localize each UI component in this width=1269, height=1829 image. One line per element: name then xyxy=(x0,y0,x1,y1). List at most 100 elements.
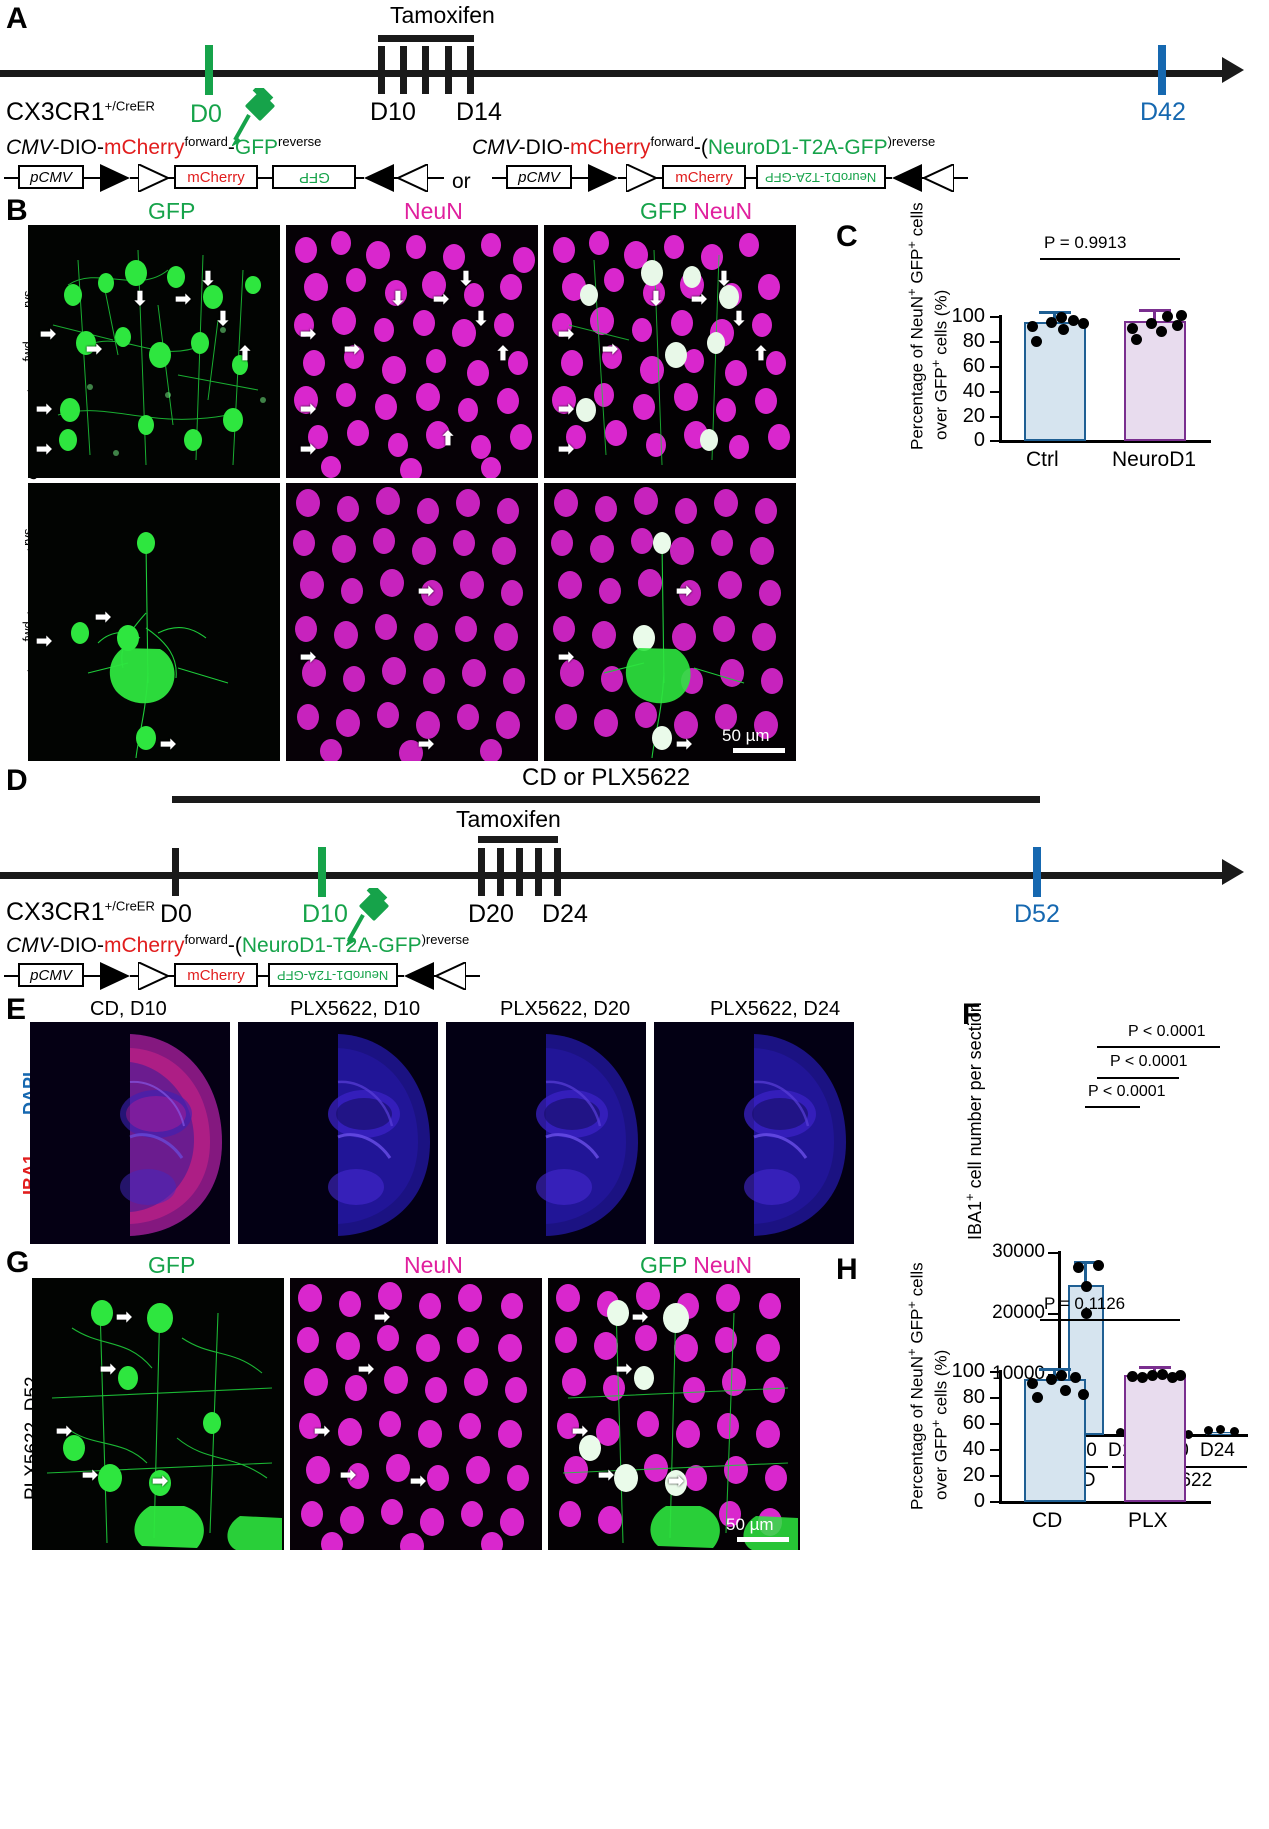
panelf-y-axis xyxy=(1058,1251,1061,1437)
panele-image-cd-d10 xyxy=(30,1022,230,1244)
loxp-open-1-d xyxy=(138,962,168,990)
label-d20-d: D20 xyxy=(468,900,514,928)
panelf-datapoint xyxy=(1081,1308,1092,1319)
panelh-ticklabel-100: 100 xyxy=(951,1360,985,1382)
panelc-ticklabel-80: 80 xyxy=(962,330,985,352)
panelb-header-neun: NeuN xyxy=(404,198,463,224)
panelf-ticklabel-30000: 30000 xyxy=(992,1241,1045,1262)
label-d42-a: D42 xyxy=(1140,98,1186,126)
panelc-datapoint xyxy=(1078,318,1089,329)
arrow-marker: ➡ xyxy=(100,1359,116,1380)
panelh-sig-line xyxy=(1040,1319,1180,1321)
loxp-solid-2-right xyxy=(892,164,922,192)
panelc-datapoint xyxy=(1172,320,1183,331)
panelh-datapoint xyxy=(1157,1369,1168,1380)
treatment-label-d: CD or PLX5622 xyxy=(522,764,691,791)
syringe-icon-a xyxy=(232,88,275,146)
loxp-open-2-right xyxy=(924,164,954,192)
tick-d42-a xyxy=(1158,45,1166,95)
panelc-ylabel-line1: Percentage of NeuN+ GFP+ cells xyxy=(904,202,927,450)
arrow-marker: ➡ xyxy=(82,1465,98,1486)
arrow-marker: ⬇ xyxy=(716,269,732,290)
panelf-err-cd-d10 xyxy=(1084,1262,1087,1286)
arrow-marker: ➡ xyxy=(340,1465,356,1486)
panele-header-3: PLX5622, D24 xyxy=(710,998,841,1020)
construct-title-d: CMV-DIO-mCherryforward-(NeuroD1-T2A-GFP)… xyxy=(6,932,470,957)
mouse-line-a: CX3CR1+/CreER xyxy=(6,98,155,126)
construct-nd1-box-right: NeuroD1-T2A-GFP xyxy=(756,165,886,189)
panelf-ticklabel-20000: 20000 xyxy=(992,1302,1045,1323)
arrow-marker: ➡ xyxy=(418,734,434,755)
panelh-datapoint xyxy=(1078,1389,1089,1400)
panelg-header-neun: NeuN xyxy=(404,1252,463,1278)
arrow-marker: ➡ xyxy=(558,647,574,668)
construct-promoter-d: pCMV xyxy=(18,963,84,987)
panel-letter-a: A xyxy=(6,2,28,35)
tick-tam5-a xyxy=(467,46,474,94)
loxp-open-1-right xyxy=(626,164,656,192)
timeline-axis-d xyxy=(0,872,1225,879)
arrow-marker: ➡ xyxy=(300,647,316,668)
arrow-marker: ⬇ xyxy=(473,309,489,330)
arrow-marker: ➡ xyxy=(632,1307,648,1328)
arrow-marker: ➡ xyxy=(418,581,434,602)
arrow-marker: ⬇ xyxy=(215,309,231,330)
panelc-tick-0 xyxy=(990,440,1000,442)
panelc-x-axis xyxy=(999,440,1211,443)
tick-tam4-d xyxy=(535,848,542,896)
arrow-marker: ⬇ xyxy=(390,289,406,310)
panelc-ticklabel-60: 60 xyxy=(962,355,985,377)
panelh-datapoint xyxy=(1147,1370,1158,1381)
arrow-marker: ➡ xyxy=(56,1421,72,1442)
panelc-datapoint xyxy=(1146,318,1157,329)
tick-tam3-a xyxy=(422,46,429,94)
arrow-marker: ➡ xyxy=(116,1307,132,1328)
panelg-scale-bar xyxy=(737,1537,789,1542)
panelh-bar-plx xyxy=(1124,1375,1186,1502)
panelf-ylabel: IBA1+ cell number per section xyxy=(962,1002,985,1240)
panelh-datapoint xyxy=(1046,1374,1057,1385)
loxp-solid-1-right xyxy=(588,164,618,192)
panelh-datapoint xyxy=(1070,1372,1081,1383)
arrow-marker: ➡ xyxy=(36,439,52,460)
arrow-marker: ➡ xyxy=(602,339,618,360)
construct-gfp-box-left: GFP xyxy=(272,165,356,189)
panelc-y-axis xyxy=(999,315,1002,442)
panelh-err-cap-plx xyxy=(1139,1366,1171,1369)
mouse-line-d: CX3CR1+/CreER xyxy=(6,898,155,926)
panelh-datapoint xyxy=(1060,1385,1071,1396)
panelb-image-neun-row2 xyxy=(286,483,538,761)
arrow-marker: ➡ xyxy=(300,399,316,420)
arrow-marker: ➡ xyxy=(152,1471,168,1492)
panelb-image-merge-row1 xyxy=(544,225,796,478)
construct-promoter-right: pCMV xyxy=(506,165,572,189)
panelh-tick-0 xyxy=(990,1501,1000,1503)
panelf-sig-line-1 xyxy=(1097,1046,1220,1048)
construct-mcherry-box-left: mCherry xyxy=(174,165,258,189)
tick-tam2-a xyxy=(400,46,407,94)
construct-mcherry-box-d: mCherry xyxy=(174,963,258,987)
tick-tam4-a xyxy=(445,46,452,94)
panelh-pvalue: P = 0.1126 xyxy=(1044,1294,1126,1313)
timeline-arrow-d xyxy=(1222,859,1244,885)
panelc-datapoint xyxy=(1127,323,1138,334)
panel-letter-c: C xyxy=(836,220,858,253)
arrow-marker: ⬇ xyxy=(458,269,474,290)
panelh-x-axis xyxy=(999,1501,1211,1504)
syringe-icon-d xyxy=(346,888,389,946)
arrow-marker: ➡ xyxy=(175,289,191,310)
panelc-xlabel-neurod1: NeuroD1 xyxy=(1112,448,1197,471)
loxp-solid-2-left xyxy=(364,164,394,192)
panelc-err-cap-neurod1 xyxy=(1139,309,1171,312)
panelh-xlabel-plx: PLX xyxy=(1128,1509,1168,1532)
arrow-marker: ➡ xyxy=(36,399,52,420)
arrow-marker: ➡ xyxy=(300,324,316,345)
panelh-datapoint xyxy=(1056,1370,1067,1381)
panelf-tick-30000 xyxy=(1048,1252,1059,1254)
panelc-tick-20 xyxy=(990,416,1000,418)
panelh-tick-100 xyxy=(990,1371,1000,1373)
arrow-marker: ➡ xyxy=(668,1471,684,1492)
panelh-datapoint xyxy=(1032,1392,1043,1403)
arrow-marker: ➡ xyxy=(676,734,692,755)
tamoxifen-bar-a xyxy=(378,35,474,42)
